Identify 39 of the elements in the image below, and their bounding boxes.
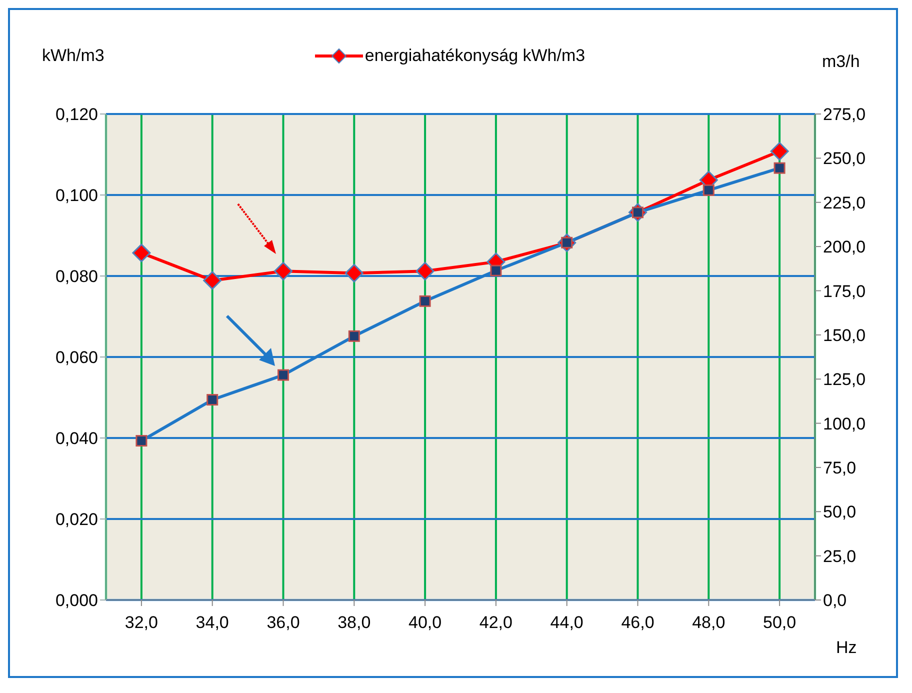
x-tick-label: 46,0 xyxy=(621,613,654,632)
y2-tick-label: 25,0 xyxy=(823,546,856,566)
x-axis-title: Hz xyxy=(836,638,857,658)
x-tick-label: 34,0 xyxy=(196,613,229,632)
point xyxy=(416,262,434,280)
y2-tick-label: 175,0 xyxy=(823,282,866,301)
y-tick-label: 0,060 xyxy=(55,348,98,368)
y2-tick-label: 100,0 xyxy=(823,414,866,434)
y2-tick-label: 150,0 xyxy=(823,326,866,345)
point xyxy=(203,271,222,290)
x-tick-label: 32,0 xyxy=(124,613,158,632)
y-axis-title: kWh/m3 xyxy=(42,46,104,66)
x-tick-label: 44,0 xyxy=(550,613,584,632)
y2-tick-label: 250,0 xyxy=(823,149,866,168)
y-tick-label: 0,020 xyxy=(55,510,98,530)
x-tick-label: 48,0 xyxy=(692,613,726,632)
y2-tick-label: 275,0 xyxy=(823,105,866,124)
y2-axis-title: m3/h xyxy=(822,52,860,72)
x-tick-label: 36,0 xyxy=(266,613,300,632)
y2-tick-label: 50,0 xyxy=(823,502,856,522)
y2-tick-label: 125,0 xyxy=(823,370,866,390)
y-tick-label: 0,080 xyxy=(55,267,98,286)
y-tick-label: 0,040 xyxy=(55,429,98,448)
legend-label: energiahatékonyság kWh/m3 xyxy=(364,46,586,66)
x-tick-label: 42,0 xyxy=(479,613,512,632)
y-tick-label: 0,100 xyxy=(55,186,98,206)
y2-tick-label: 75,0 xyxy=(823,458,856,478)
y2-tick-label: 200,0 xyxy=(823,238,866,257)
y-tick-label: 0,120 xyxy=(55,105,98,124)
x-tick-label: 38,0 xyxy=(338,613,371,632)
point xyxy=(344,264,364,282)
point xyxy=(770,142,789,161)
x-tick-label: 50,0 xyxy=(763,613,796,632)
x-tick-label: 40,0 xyxy=(408,613,442,632)
y2-tick-label: 0,0 xyxy=(823,591,847,610)
point xyxy=(132,244,151,262)
point xyxy=(274,262,292,280)
y-tick-label: 0,000 xyxy=(55,591,98,610)
y2-tick-label: 225,0 xyxy=(823,193,866,212)
